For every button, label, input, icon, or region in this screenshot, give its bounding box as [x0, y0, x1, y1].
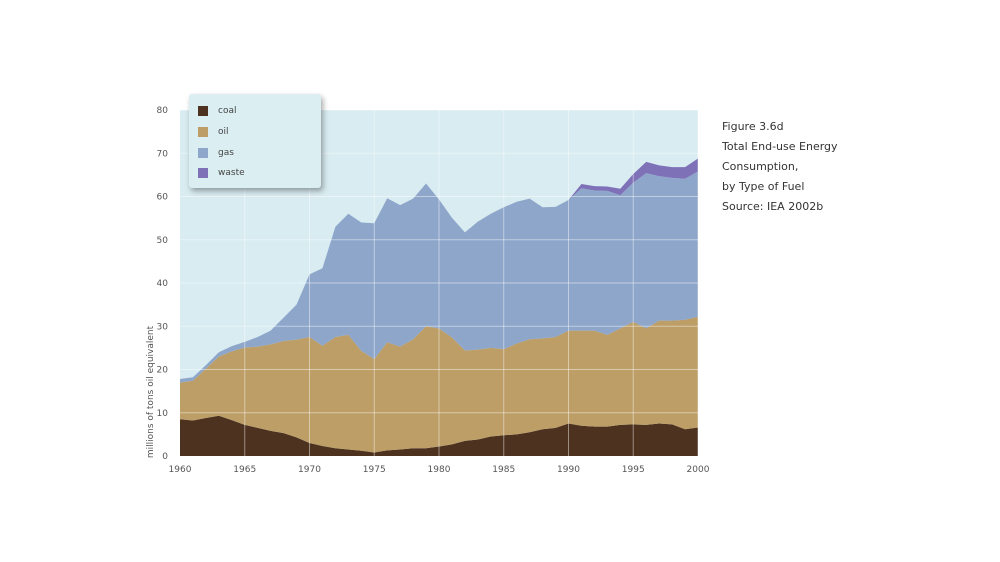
y-tick-label: 30 — [157, 322, 169, 332]
y-tick-label: 40 — [157, 279, 169, 289]
legend-item-gas: gas — [198, 146, 234, 160]
legend-swatch-coal — [198, 106, 208, 116]
caption-title-line-3: by Type of Fuel — [722, 180, 805, 193]
legend-swatch-waste — [198, 168, 208, 178]
caption-title-line-2: Consumption, — [722, 160, 799, 173]
legend-label-oil: oil — [218, 127, 229, 137]
y-tick-label: 0 — [162, 452, 168, 462]
x-tick-label: 1980 — [428, 465, 451, 475]
x-tick-label: 1985 — [492, 465, 515, 475]
y-axis-label: millions of tons oil equivalent — [146, 325, 156, 458]
area-oil — [180, 316, 698, 453]
caption-source: Source: IEA 2002b — [722, 200, 824, 213]
x-tick-label: 2000 — [687, 465, 710, 475]
y-axis-ticks: 0 10 20 30 40 50 60 70 80 — [157, 106, 169, 462]
x-tick-label: 1995 — [622, 465, 645, 475]
x-tick-label: 1970 — [298, 465, 321, 475]
y-tick-label: 80 — [157, 106, 169, 116]
caption-figure-number: Figure 3.6d — [722, 120, 784, 133]
y-tick-label: 10 — [157, 409, 169, 419]
legend-label-gas: gas — [218, 148, 234, 158]
legend-swatch-gas — [198, 148, 208, 158]
figure-caption: Figure 3.6d Total End-use Energy Consump… — [722, 117, 838, 217]
chart-legend: coal oil gas waste — [189, 94, 321, 188]
area-coal — [180, 415, 698, 456]
x-axis-ticks: 1960 1965 1970 1975 1980 1985 1990 1995 2000 — [169, 465, 710, 475]
legend-label-waste: waste — [218, 168, 245, 178]
x-tick-label: 1975 — [363, 465, 386, 475]
y-tick-label: 70 — [157, 149, 169, 159]
legend-item-oil: oil — [198, 125, 229, 139]
x-tick-label: 1965 — [233, 465, 256, 475]
caption-title-line-1: Total End-use Energy — [722, 140, 838, 153]
area-gas — [180, 171, 698, 383]
x-tick-label: 1960 — [169, 465, 192, 475]
grid-lines — [180, 109, 699, 456]
area-series-group — [180, 158, 698, 456]
legend-item-waste: waste — [198, 166, 245, 180]
legend-swatch-oil — [198, 127, 208, 137]
x-tick-label: 1990 — [557, 465, 580, 475]
y-tick-label: 50 — [157, 236, 169, 246]
y-tick-label: 20 — [157, 366, 169, 376]
legend-label-coal: coal — [218, 106, 237, 116]
y-tick-label: 60 — [157, 193, 169, 203]
legend-item-coal: coal — [198, 104, 236, 118]
